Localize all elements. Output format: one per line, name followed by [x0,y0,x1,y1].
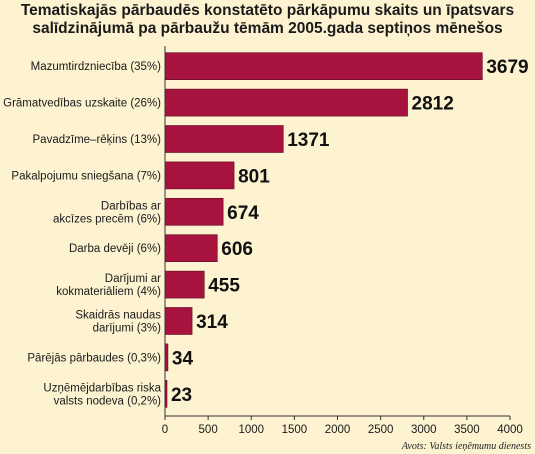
bar-5 [164,234,218,262]
x-tick-label-2: 1000 [238,424,264,436]
bar-0 [164,52,483,81]
x-tick-label-6: 3000 [411,424,437,436]
bar-2 [164,125,284,153]
x-tick-label-1: 500 [199,424,218,436]
x-tick-label-0: 0 [162,424,168,436]
bar-3 [164,161,235,190]
value-label-0: 3679 [486,57,528,78]
x-tick-label-5: 2500 [368,424,394,436]
value-label-9: 23 [171,385,192,406]
bar-4 [164,198,224,226]
category-label-4-0: Darbības ar [101,200,161,212]
x-tick-label-7: 3500 [454,424,480,436]
category-label-1-0: Grāmatvedības uzskaite (26%) [3,98,161,110]
value-label-7: 314 [196,312,228,333]
x-tick-label-3: 1500 [282,424,308,436]
category-label-9-0: Uzņēmējdarbības riska [43,382,161,394]
value-label-4: 674 [227,203,259,224]
category-label-6-1: kokmateriāliem (4%) [56,286,161,298]
x-tick-label-8: 4000 [497,424,523,436]
value-label-2: 1371 [287,130,330,151]
value-label-8: 34 [172,348,194,369]
category-label-3-0: Pakalpojumu sniegšana (7%) [11,170,161,182]
bar-1 [164,88,408,117]
value-label-1: 2812 [412,94,454,115]
x-tick-label-4: 2000 [325,424,351,436]
category-label-9-1: valsts nodeva (0,2%) [54,395,162,407]
value-label-5: 606 [221,239,253,260]
source-note: Avots: Valsts ieņēmumu dienests [401,441,531,452]
chart-title-line-1: Tematiskajās pārbaudēs konstatēto pārkāp… [20,2,515,19]
category-label-4-1: akcīzes precēm (6%) [53,213,161,225]
chart-title-line-2: salīdzinājumā pa pārbaužu tēmām 2005.gad… [32,20,503,37]
chart-title: Tematiskajās pārbaudēs konstatēto pārkāp… [0,2,535,38]
category-label-0-0: Mazumtirdzniecība (35%) [31,61,162,73]
bar-6 [164,270,205,299]
category-label-7-0: Skaidrās naudas [75,310,161,322]
category-label-2-0: Pavadzīme–rēķins (13%) [33,134,162,146]
bar-7 [164,307,193,335]
category-label-6-0: Darījumi ar [105,273,161,285]
category-label-8-0: Pārējās pārbaudes (0,3%) [27,352,161,364]
category-label-5-0: Darba devēji (6%) [69,243,161,255]
value-label-6: 455 [208,276,240,297]
category-label-7-1: darījumi (3%) [93,323,162,335]
value-label-3: 801 [238,166,270,187]
